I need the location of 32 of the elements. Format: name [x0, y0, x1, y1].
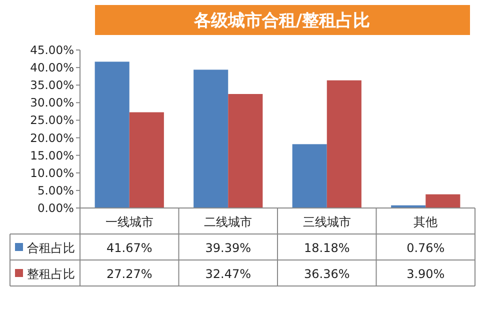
data-label: 39.39%: [205, 241, 252, 255]
bar: [194, 70, 228, 208]
x-tick-label: 三线城市: [302, 215, 351, 229]
x-tick-label: 一线城市: [105, 215, 154, 229]
y-tick-label: 35.00%: [30, 78, 74, 92]
chart-title: 各级城市合租/整租占比: [192, 11, 370, 31]
y-tick-label: 20.00%: [30, 130, 74, 145]
bar: [426, 194, 460, 208]
bar: [129, 112, 164, 208]
y-tick-label: 15.00%: [30, 148, 74, 162]
data-label: 3.90%: [406, 267, 445, 281]
y-tick-label: 5.00%: [37, 183, 74, 198]
y-tick-label: 40.00%: [30, 60, 74, 75]
data-label: 36.36%: [304, 267, 350, 281]
bar: [326, 80, 362, 208]
data-label: 0.76%: [406, 241, 445, 255]
legend-label: 整租占比: [27, 267, 75, 281]
bar: [292, 144, 327, 208]
y-tick-label: 10.00%: [30, 166, 74, 180]
legend-label: 合租占比: [27, 241, 75, 255]
data-label: 32.47%: [205, 267, 252, 281]
bar: [228, 94, 263, 208]
x-tick-label: 二线城市: [204, 215, 252, 229]
y-tick-label: 45.00%: [30, 43, 74, 57]
x-tick-label: 其他: [414, 215, 438, 229]
data-label: 41.67%: [106, 241, 152, 255]
data-label: 27.27%: [106, 267, 152, 281]
data-label: 18.18%: [304, 241, 350, 255]
y-tick-label: 30.00%: [30, 96, 74, 110]
bar: [94, 62, 130, 208]
y-tick-label: 0.00%: [37, 201, 74, 215]
y-tick-label: 25.00%: [30, 113, 74, 128]
